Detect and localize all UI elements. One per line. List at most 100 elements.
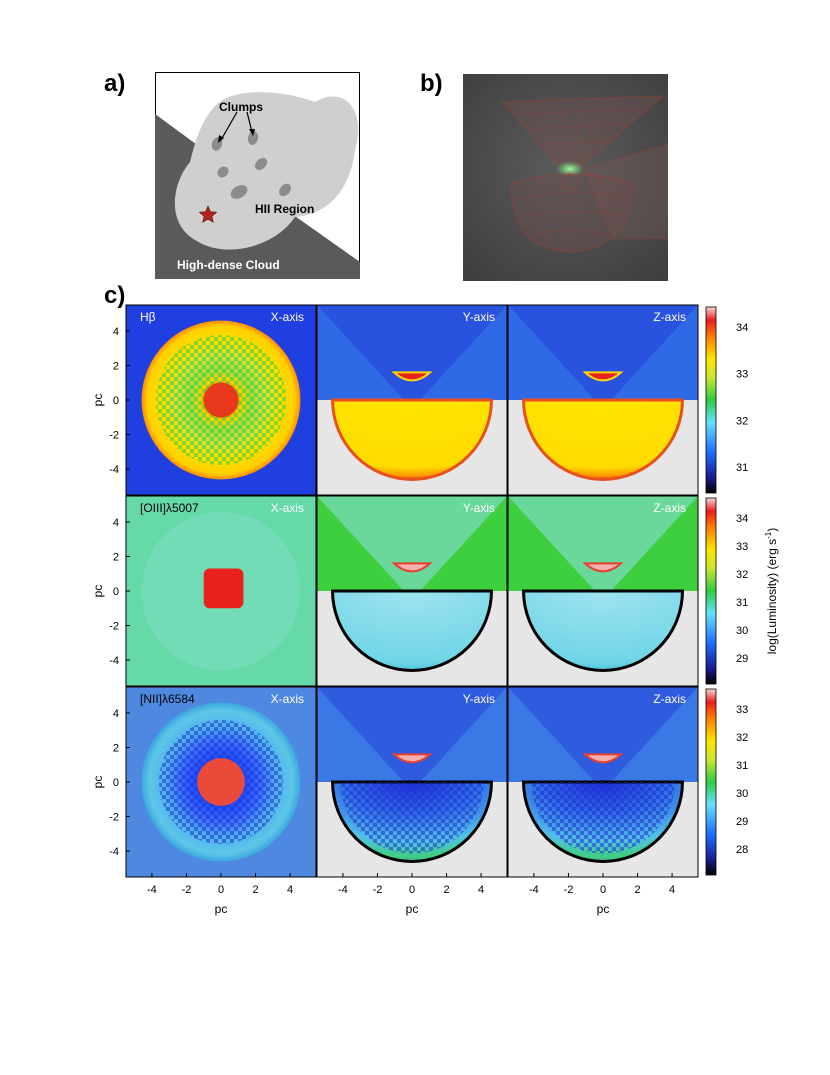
map-r1-c1: [125, 304, 317, 496]
cbar-tick-1-1: 34: [736, 322, 748, 334]
emission-map-grid: X-axis Hβ Y-axis Z-axis -4 -2 0 2 4 pc 34 33 32 31 X-a…: [0, 290, 830, 940]
projection-label-2: Y-axis: [463, 692, 495, 706]
hemisphere-emission: [331, 398, 493, 481]
dense-cloud-label: High-dense Cloud: [177, 258, 280, 272]
map-frame: [507, 495, 699, 687]
clump-4: [217, 166, 229, 178]
hemisphere-emission: [522, 589, 684, 672]
ionization-cone: [508, 496, 698, 591]
projection-label-2: Y-axis: [463, 310, 495, 324]
clump-arrow-1: [220, 111, 238, 141]
y-tick-3-5: 4: [113, 708, 119, 720]
x-tick-3-3: 0: [600, 884, 606, 896]
cone-background: [317, 687, 507, 782]
ionization-cone: [317, 305, 507, 400]
x-tick-3-1: -4: [529, 884, 539, 896]
clump-6: [279, 183, 291, 197]
cbar-tick-3-5: 29: [736, 816, 748, 828]
hii-region-shape: [174, 92, 359, 250]
cbar-tick-2-6: 29: [736, 653, 748, 665]
ionization-cone: [317, 496, 507, 591]
cbar-tick-2-5: 30: [736, 625, 748, 637]
y-tick-1-5: 4: [113, 326, 119, 338]
panel-c-label: c): [104, 282, 126, 309]
cone-background: [508, 687, 698, 782]
map-r3-c2: [316, 686, 508, 878]
hemisphere-emission: [331, 589, 493, 672]
hemisphere-emission: [522, 398, 684, 481]
map-frame: [316, 304, 508, 496]
clump-3: [254, 157, 268, 171]
y-tick-2-1: -4: [109, 655, 119, 667]
shell-emission: [391, 371, 433, 382]
emission-map-svg: X-axis Hβ Y-axis Z-axis -4 -2 0 2 4 pc 34 33 32 31 X-a…: [91, 304, 779, 916]
line-label-1: Hβ: [140, 310, 156, 324]
cbar-tick-2-3: 32: [736, 569, 748, 581]
x-tick-2-4: 2: [443, 884, 449, 896]
y-tick-2-3: 0: [113, 586, 119, 598]
colorbar-label: log(Luminosity) (erg s-1): [764, 528, 779, 655]
colorbar-1: [705, 306, 717, 494]
x-axis-label-1: pc: [215, 902, 228, 916]
x-axis-label-3: pc: [597, 902, 610, 916]
y-axis-label-1: pc: [91, 394, 105, 407]
core-emission: [197, 758, 245, 806]
shell-emission: [582, 562, 624, 573]
hii-region-label: HII Region: [255, 202, 314, 216]
render-background: [463, 74, 668, 281]
cbar-tick-1-2: 33: [736, 369, 748, 381]
cbar-tick-3-3: 31: [736, 760, 748, 772]
clump-texture: [531, 782, 675, 854]
clump-arrow-1-head: [218, 135, 224, 143]
ionization-cone: [317, 687, 507, 782]
projection-label-1: X-axis: [271, 501, 304, 515]
panel-b-label: b): [420, 70, 443, 97]
clump-texture: [340, 782, 484, 854]
cone-background: [317, 305, 507, 400]
cbar-tick-2-1: 34: [736, 513, 748, 525]
y-tick-1-1: -4: [109, 464, 119, 476]
central-glow: [556, 161, 584, 177]
map-r3-c1: [125, 686, 317, 878]
line-label-2: [OIII]λ5007: [140, 501, 199, 515]
y-tick-1-4: 2: [113, 360, 119, 372]
map-frame: [507, 304, 699, 496]
render-svg: [463, 74, 668, 281]
y-axis-label-2: pc: [91, 585, 105, 598]
shell-emission: [391, 562, 433, 573]
clump-5: [230, 185, 248, 199]
projection-label-3: Z-axis: [653, 692, 686, 706]
y-tick-2-5: 4: [113, 517, 119, 529]
x-tick-2-5: 4: [478, 884, 484, 896]
x-tick-1-2: -2: [182, 884, 192, 896]
ionizing-star: [198, 205, 218, 223]
schematic-panel: Clumps HII Region High-dense Cloud: [155, 72, 360, 279]
map-r2-c2: [316, 495, 508, 687]
cbar-tick-3-6: 28: [736, 844, 748, 856]
cbar-tick-3-4: 30: [736, 788, 748, 800]
clump-arrow-2-head: [249, 129, 255, 136]
y-tick-3-1: -4: [109, 846, 119, 858]
ionization-cone: [508, 687, 698, 782]
map-r1-c3: [507, 304, 699, 496]
cbar-tick-3-1: 33: [736, 704, 748, 716]
x-tick-1-3: 0: [218, 884, 224, 896]
y-tick-3-3: 0: [113, 777, 119, 789]
core-emission: [203, 382, 239, 418]
projection-label-1: X-axis: [271, 310, 304, 324]
y-tick-1-2: -2: [109, 430, 119, 442]
y-tick-2-4: 2: [113, 551, 119, 563]
x-tick-3-2: -2: [564, 884, 574, 896]
colorbar-2: [705, 497, 717, 685]
y-tick-2-2: -2: [109, 621, 119, 633]
x-tick-1-1: -4: [147, 884, 157, 896]
y-tick-3-2: -2: [109, 812, 119, 824]
cone-background: [508, 305, 698, 400]
map-r2-c3: [507, 495, 699, 687]
y-tick-3-4: 2: [113, 742, 119, 754]
x-tick-3-5: 4: [669, 884, 675, 896]
render-panel: [463, 74, 668, 281]
map-layer: [125, 304, 699, 878]
shell-emission: [582, 371, 624, 382]
clump-2: [247, 131, 259, 145]
